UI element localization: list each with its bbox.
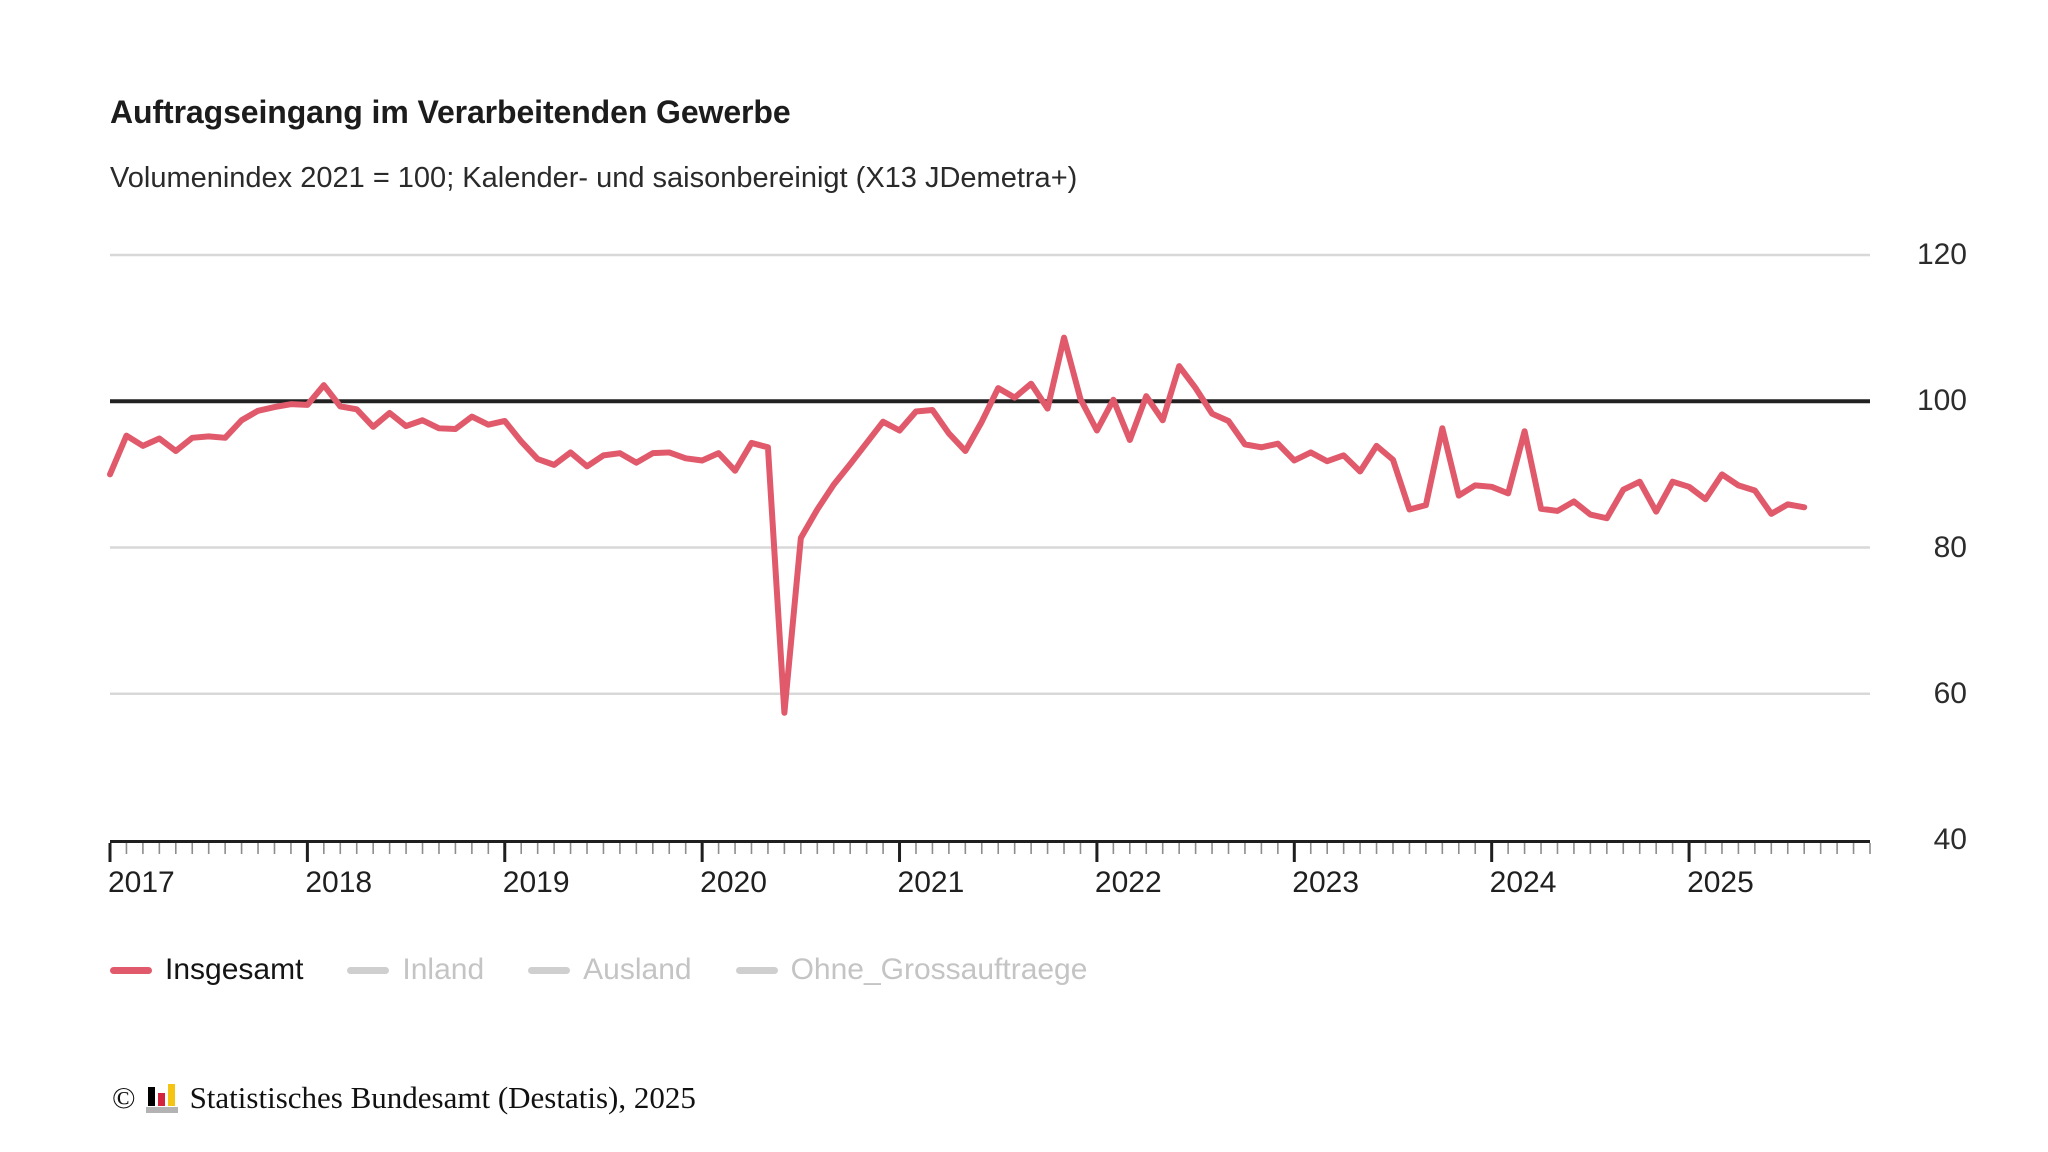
x-tick-label-2022: 2022: [1094, 866, 1162, 899]
plot-area: [107, 253, 1870, 840]
x-tick-label-2023: 2023: [1292, 866, 1360, 899]
copyright-icon: ©: [112, 1080, 136, 1115]
gridlines: [110, 253, 1870, 695]
footer-text: Statistisches Bundesamt (Destatis), 2025: [189, 1080, 696, 1115]
x-tick-label-2017: 2017: [108, 866, 175, 899]
legend-label: Inland: [402, 953, 485, 986]
y-tick-label-120: 120: [1916, 238, 1967, 271]
x-tick-label-2020: 2020: [700, 866, 767, 899]
legend-item-ohne_grossauftraege[interactable]: Ohne_Grossauftraege: [735, 953, 1088, 986]
y-tick-label-80: 80: [1933, 530, 1967, 564]
x-tick-label-2018: 2018: [305, 866, 373, 899]
y-tick-label-40: 40: [1933, 823, 1967, 856]
y-tick-label-100: 100: [1916, 384, 1967, 418]
x-tick-label-2025: 2025: [1687, 866, 1754, 899]
footer: © Statistisches Bundesamt (Destatis), 20…: [112, 1082, 696, 1113]
legend-label: Insgesamt: [165, 953, 304, 986]
legend-item-insgesamt[interactable]: Insgesamt: [110, 955, 303, 985]
x-tick-label-2019: 2019: [502, 866, 570, 899]
chart-subtitle: Volumenindex 2021 = 100; Kalender- und s…: [110, 162, 1078, 194]
x-tick-label-2021: 2021: [897, 866, 965, 899]
legend-swatch-icon: [735, 966, 778, 974]
legend: Insgesamt Inland Ausland Ohne_Grossauftraeg…: [110, 948, 1131, 992]
legend-label: Ohne_Grossauftraege: [790, 953, 1088, 986]
legend-swatch-icon: [110, 966, 152, 974]
x-axis-labels: 2017 2018 2019 2020 2021 2022 2023 2024 2025: [108, 866, 1910, 912]
line-chart-svg: [107, 253, 1870, 716]
x-axis-ticks: [108, 840, 1871, 870]
legend-item-ausland[interactable]: Ausland: [528, 953, 692, 986]
legend-item-inland[interactable]: Inland: [347, 955, 484, 985]
x-tick-label-2024: 2024: [1489, 866, 1557, 899]
page-title: Auftragseingang im Verarbeitenden Gewerb…: [110, 94, 791, 130]
y-tick-label-60: 60: [1933, 676, 1967, 710]
y-axis-labels: 120 100 80 60 40: [1895, 238, 2015, 856]
legend-swatch-icon: [528, 966, 571, 974]
destatis-logo-icon: [145, 1083, 180, 1113]
legend-swatch-icon: [347, 966, 390, 974]
legend-label: Ausland: [583, 953, 692, 986]
series-line-insgesamt: [107, 334, 1808, 716]
